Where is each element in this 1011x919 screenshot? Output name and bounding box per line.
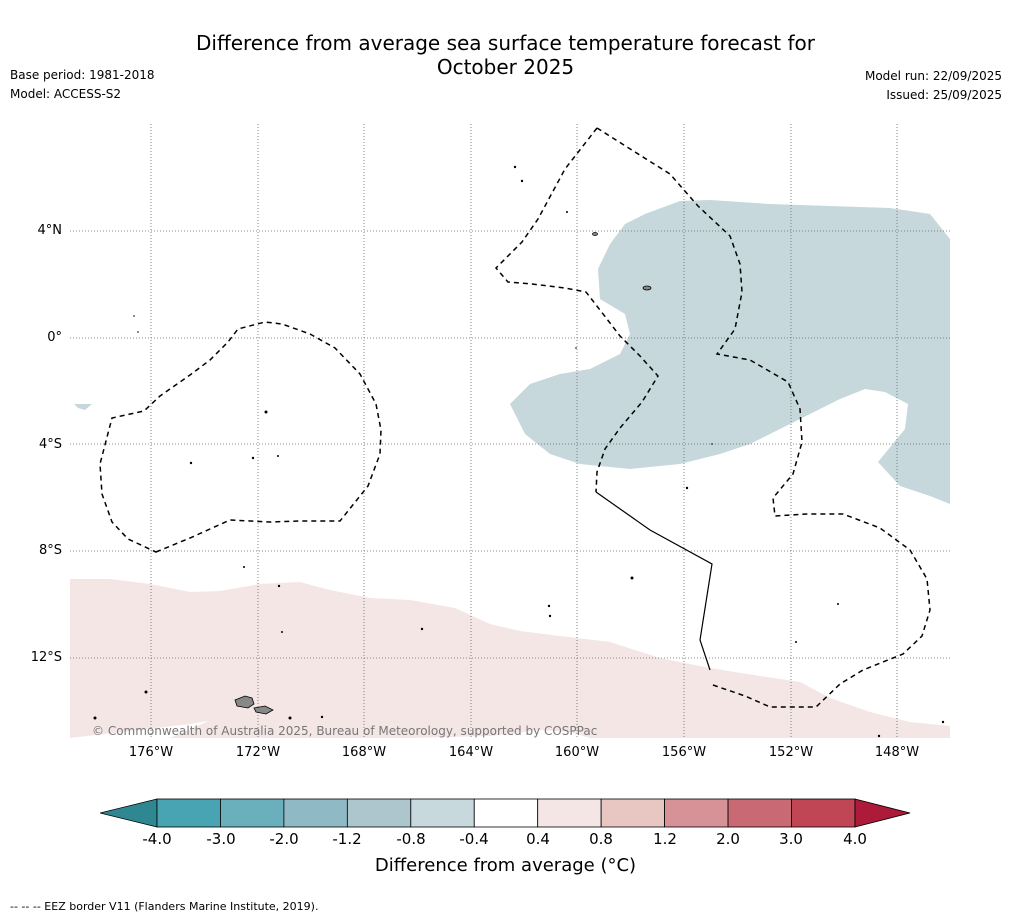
colorbar-tick: -0.4: [459, 830, 489, 848]
lon-label: 160°W: [554, 745, 600, 760]
colorbar-segment: [727, 798, 792, 828]
footer-note: -- -- -- EEZ border V11 (Flanders Marine…: [10, 900, 319, 913]
map-svg: [70, 124, 950, 738]
colorbar-tick: 2.0: [716, 830, 740, 848]
colorbar-under-triangle: [100, 798, 158, 828]
colorbar-segment: [346, 798, 412, 828]
lon-label: 164°W: [448, 745, 494, 760]
map-title: Difference from average sea surface temp…: [0, 31, 1011, 79]
colorbar-tick: 1.2: [653, 830, 677, 848]
colorbar-segments: [156, 798, 856, 828]
colorbar-tick: 0.4: [526, 830, 550, 848]
meta-right: Model run: 22/09/2025 Issued: 25/09/2025: [865, 67, 1002, 105]
colorbar-title: Difference from average (°C): [374, 855, 637, 876]
colorbar-tick: 4.0: [843, 830, 867, 848]
lat-label: 8°S: [38, 543, 62, 558]
colorbar-segment: [156, 798, 221, 828]
colorbar-tick: 0.8: [589, 830, 613, 848]
colorbar-segment: [537, 798, 602, 828]
meta-left: Base period: 1981-2018 Model: ACCESS-S2: [10, 66, 155, 104]
model-run: Model run: 22/09/2025: [864, 69, 1002, 83]
colorbar-tick: -2.0: [269, 830, 299, 848]
lon-label: 148°W: [874, 745, 920, 760]
lon-label: 152°W: [768, 745, 814, 760]
lon-label: 168°W: [341, 745, 387, 760]
colorbar: [100, 798, 911, 828]
graticule: [70, 124, 950, 738]
lon-label: 156°W: [661, 745, 707, 760]
cool-anomaly-region: [510, 200, 950, 504]
title-line-2: October 2025: [436, 55, 575, 79]
colorbar-segment: [664, 798, 729, 828]
lat-label: 0°: [47, 330, 62, 345]
copyright-notice: © Commonwealth of Australia 2025, Bureau…: [92, 724, 598, 738]
colorbar-tick: -3.0: [206, 830, 236, 848]
colorbar-tick: -0.8: [396, 830, 426, 848]
islets: [93, 165, 945, 738]
colorbar-segment: [791, 798, 856, 828]
colorbar-segment: [220, 798, 285, 828]
issued-date: Issued: 25/09/2025: [886, 88, 1002, 102]
eez-border-solid: [595, 491, 713, 671]
lat-label: 4°S: [38, 437, 62, 452]
lon-label: 172°W: [235, 745, 281, 760]
cool-anomaly-fleck: [74, 404, 92, 410]
islands: [234, 232, 652, 715]
colorbar-segment: [283, 798, 348, 828]
colorbar-tick: 3.0: [779, 830, 803, 848]
title-line-1: Difference from average sea surface temp…: [195, 31, 815, 55]
lat-label: 4°N: [37, 223, 63, 238]
eez-borders: [99, 127, 931, 708]
lon-label: 176°W: [128, 745, 174, 760]
colorbar-tick: -4.0: [142, 830, 172, 848]
base-period: Base period: 1981-2018: [10, 68, 155, 82]
colorbar-segment: [600, 798, 665, 828]
lat-label: 12°S: [30, 650, 62, 665]
map-area: [70, 124, 950, 738]
model-name: Model: ACCESS-S2: [10, 87, 122, 101]
colorbar-over-triangle: [854, 798, 911, 828]
colorbar-tick: -1.2: [332, 830, 362, 848]
colorbar-segment: [410, 798, 475, 828]
warm-anomaly-region: [70, 579, 950, 738]
colorbar-segment: [473, 798, 539, 828]
